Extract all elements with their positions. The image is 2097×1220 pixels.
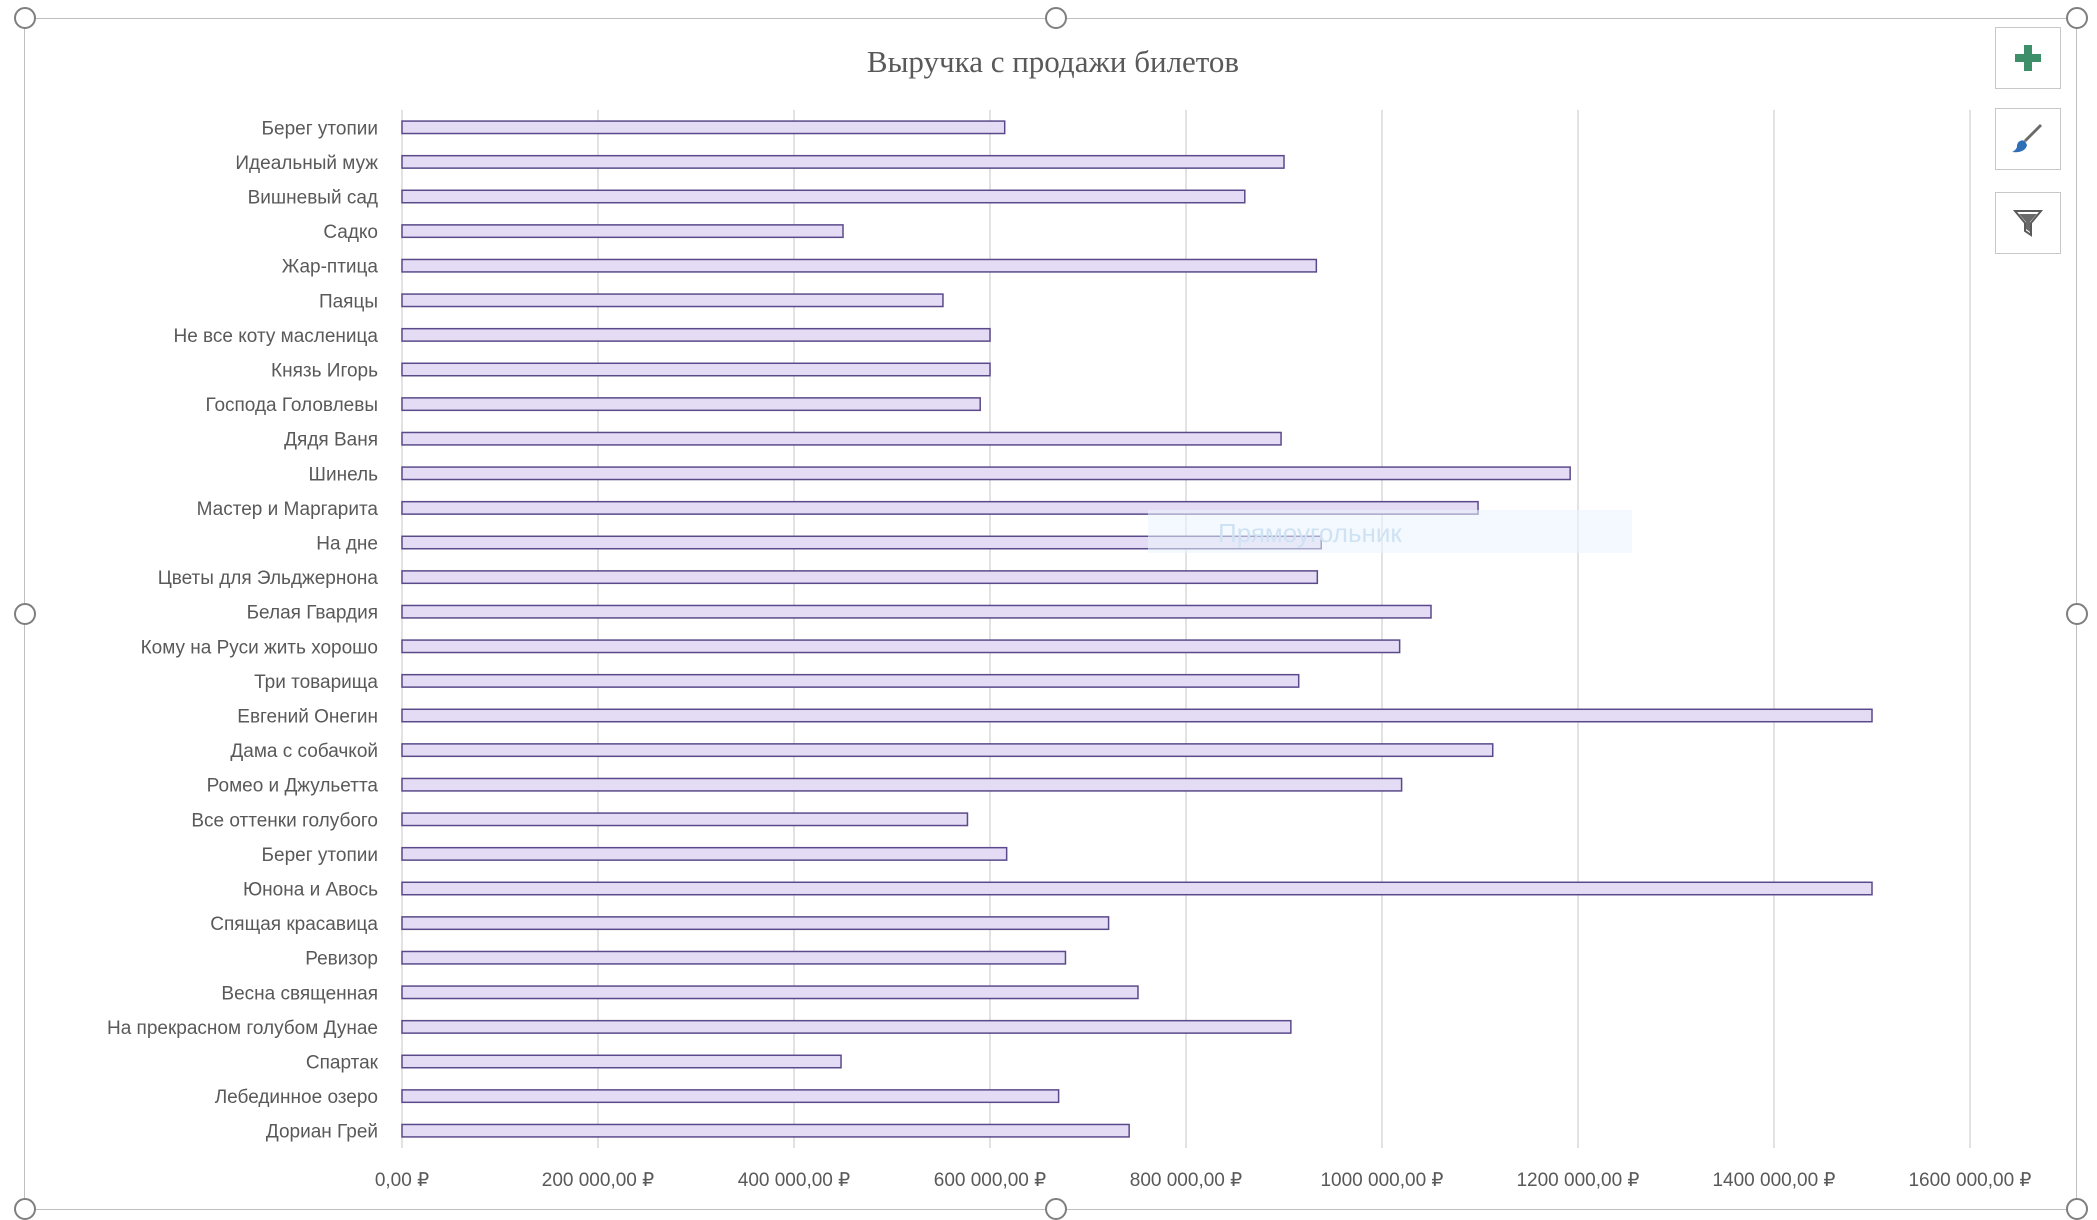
- bar[interactable]: [401, 950, 1067, 965]
- resize-handle-bottom-right[interactable]: [2066, 1198, 2088, 1220]
- bar[interactable]: [401, 743, 1494, 758]
- category-label: Юнона и Авось: [243, 880, 378, 901]
- bar[interactable]: [401, 189, 1246, 204]
- category-label: На дне: [316, 534, 378, 555]
- filter-icon: [2013, 210, 2043, 237]
- category-label: Лебединное озеро: [215, 1087, 378, 1108]
- chart-elements-button[interactable]: [1995, 27, 2061, 89]
- resize-handle-right[interactable]: [2066, 603, 2088, 625]
- category-label: Три товарища: [254, 672, 378, 693]
- category-label: Шинель: [309, 464, 379, 485]
- resize-handle-left[interactable]: [14, 603, 36, 625]
- x-tick-label: 1000 000,00 ₽: [1320, 1170, 1443, 1191]
- chart-filters-button[interactable]: [1995, 192, 2061, 254]
- x-tick-label: 0,00 ₽: [375, 1170, 429, 1191]
- bar[interactable]: [401, 639, 1401, 654]
- bars: [401, 120, 1873, 1138]
- category-label: Мастер и Маргарита: [197, 499, 379, 520]
- bar[interactable]: [401, 1019, 1292, 1034]
- x-tick-label: 600 000,00 ₽: [934, 1170, 1046, 1191]
- category-label: Садко: [323, 222, 378, 243]
- bar[interactable]: [401, 570, 1319, 585]
- category-label: Князь Игорь: [271, 361, 378, 382]
- bar[interactable]: [401, 362, 991, 377]
- category-label: Берег утопии: [262, 845, 378, 866]
- bar[interactable]: [401, 397, 981, 412]
- resize-handle-top-left[interactable]: [14, 7, 36, 29]
- category-label: Дама с собачкой: [230, 741, 378, 762]
- bar[interactable]: [401, 1089, 1060, 1104]
- bar[interactable]: [401, 431, 1282, 446]
- category-label: Ревизор: [305, 949, 378, 970]
- bar[interactable]: [401, 1054, 842, 1069]
- category-axis: Берег утопии Идеальный муж Вишневый сад Сад…: [107, 118, 379, 1142]
- category-label: Евгений Онегин: [237, 707, 378, 728]
- bar[interactable]: [401, 327, 991, 342]
- bar[interactable]: [401, 258, 1318, 273]
- ghost-rectangle-shape: [1148, 510, 1632, 553]
- x-tick-label: 1200 000,00 ₽: [1516, 1170, 1639, 1191]
- category-label: Все оттенки голубого: [191, 810, 378, 831]
- x-tick-label: 1400 000,00 ₽: [1712, 1170, 1835, 1191]
- bar[interactable]: [401, 1123, 1130, 1138]
- bar[interactable]: [401, 846, 1008, 861]
- brush-icon: [2012, 124, 2042, 153]
- category-label: Господа Головлевы: [205, 395, 378, 416]
- category-label: Дориан Грей: [266, 1122, 378, 1143]
- bar[interactable]: [401, 916, 1110, 931]
- value-axis: 0,00 ₽ 200 000,00 ₽ 400 000,00 ₽ 600 000,00…: [375, 1170, 2032, 1191]
- bar[interactable]: [401, 466, 1571, 481]
- chart-title: Выручка с продажи билетов: [867, 44, 1239, 79]
- category-label: Цветы для Эльджернона: [158, 568, 379, 589]
- bar[interactable]: [401, 673, 1300, 688]
- category-label: Идеальный муж: [235, 153, 378, 174]
- x-tick-label: 400 000,00 ₽: [738, 1170, 850, 1191]
- category-label: Жар-птица: [282, 257, 379, 278]
- bar[interactable]: [401, 812, 969, 827]
- category-label: Вишневый сад: [248, 188, 378, 209]
- category-label: Спящая красавица: [210, 914, 378, 935]
- resize-handle-top[interactable]: [1045, 7, 1067, 29]
- category-label: На прекрасном голубом Дунае: [107, 1018, 378, 1039]
- category-label: Кому на Руси жить хорошо: [141, 637, 378, 658]
- x-tick-label: 200 000,00 ₽: [542, 1170, 654, 1191]
- x-tick-label: 800 000,00 ₽: [1130, 1170, 1242, 1191]
- resize-handle-top-right[interactable]: [2066, 7, 2088, 29]
- category-label: Не все коту масленица: [173, 326, 378, 347]
- resize-handle-bottom[interactable]: [1045, 1198, 1067, 1220]
- bar[interactable]: [401, 777, 1403, 792]
- ghost-rectangle-label: Прямоугольник: [1218, 518, 1402, 548]
- category-label: Спартак: [306, 1053, 379, 1074]
- bar[interactable]: [401, 154, 1285, 169]
- resize-handle-bottom-left[interactable]: [14, 1198, 36, 1220]
- bar[interactable]: [401, 293, 944, 308]
- chart-styles-button[interactable]: [1995, 108, 2061, 170]
- category-label: Весна священная: [221, 983, 378, 1004]
- bar[interactable]: [401, 224, 844, 239]
- plus-icon: [2015, 45, 2041, 71]
- category-label: Белая Гвардия: [247, 603, 378, 624]
- gridlines: [401, 110, 1971, 1148]
- x-tick-label: 1600 000,00 ₽: [1908, 1170, 2031, 1191]
- category-label: Ромео и Джульетта: [207, 776, 379, 797]
- bar[interactable]: [401, 985, 1139, 1000]
- bar[interactable]: [401, 120, 1006, 135]
- bar[interactable]: [401, 604, 1432, 619]
- category-label: Берег утопии: [262, 118, 378, 139]
- category-label: Дядя Ваня: [284, 430, 378, 451]
- bar[interactable]: [401, 881, 1873, 896]
- category-label: Паяцы: [319, 291, 378, 312]
- bar[interactable]: [401, 708, 1873, 723]
